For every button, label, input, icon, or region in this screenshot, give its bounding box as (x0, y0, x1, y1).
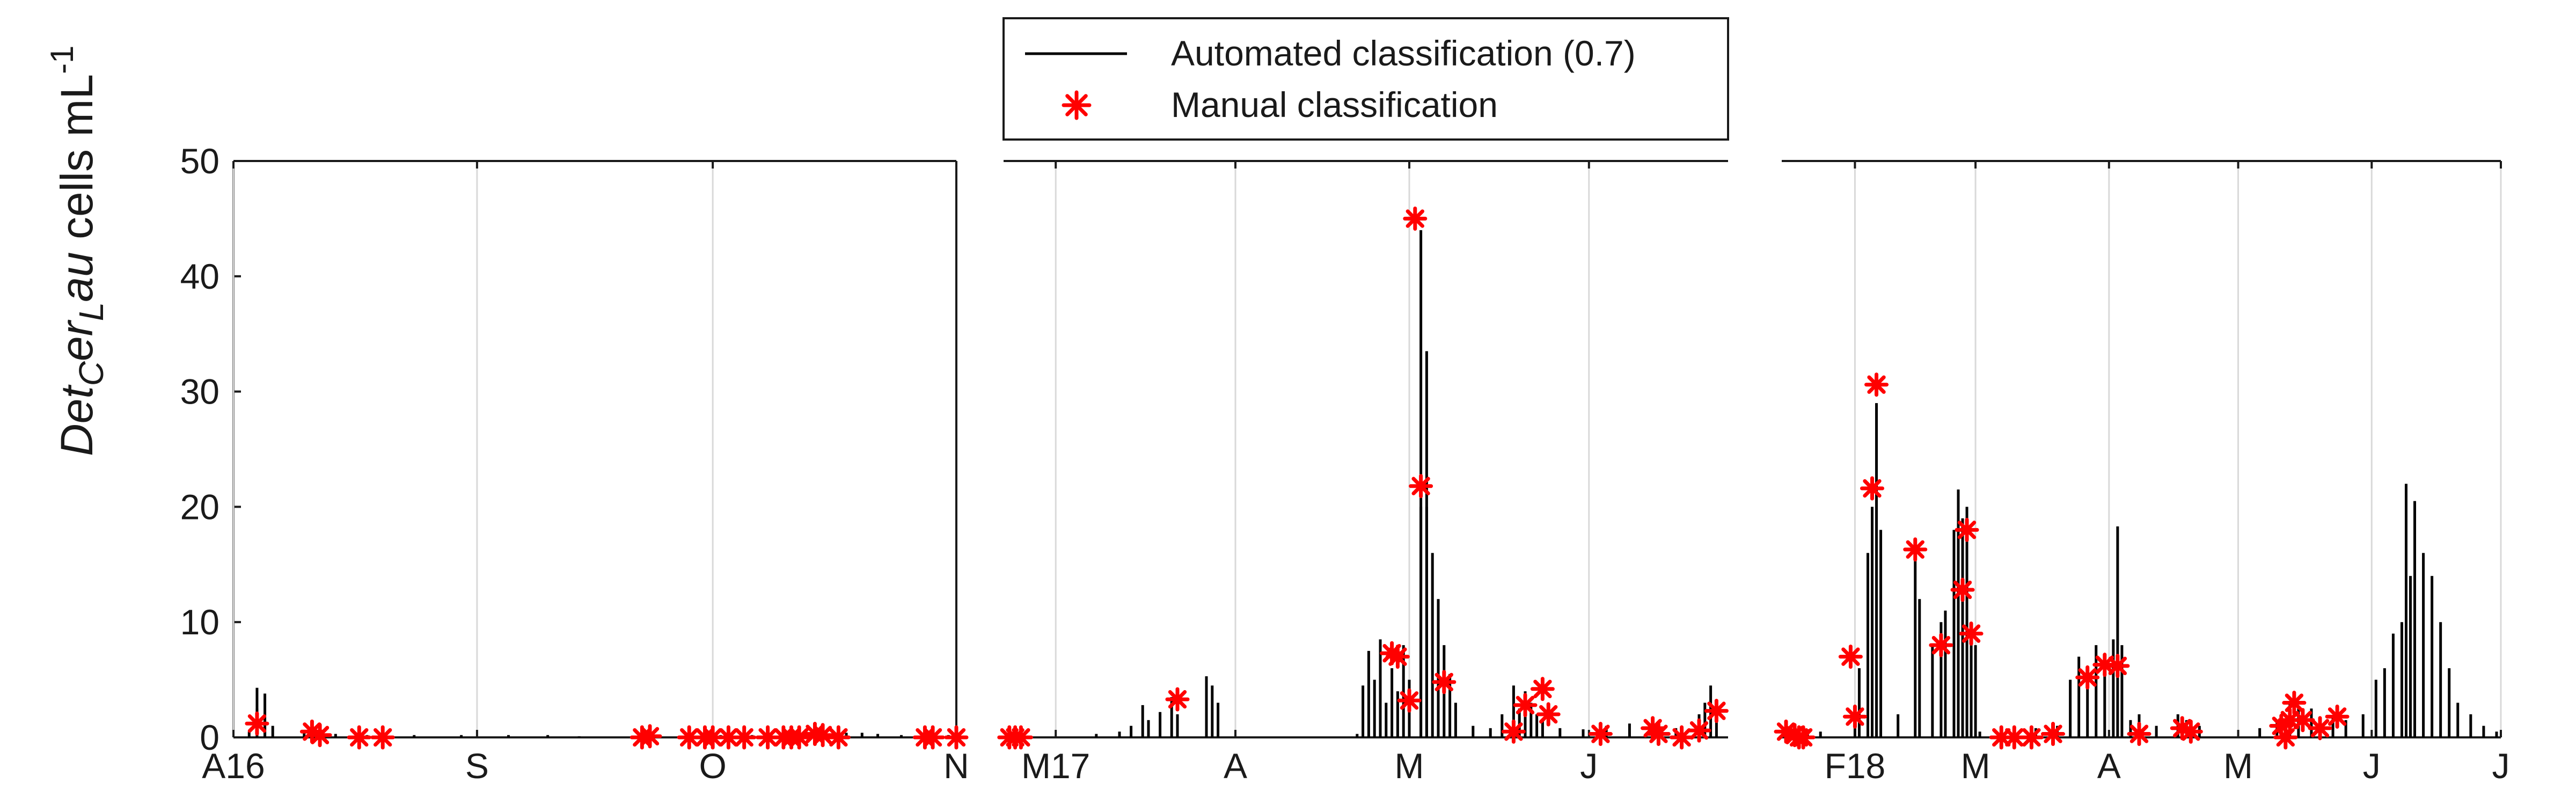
manual-point (2325, 704, 2350, 729)
legend-entry-manual: Manual classification (1171, 85, 1498, 125)
legend-star-swatch (1062, 90, 1092, 120)
y-tick-label: 0 (200, 718, 219, 757)
manual-point (2105, 654, 2130, 678)
legend-box (1002, 17, 1729, 141)
manual-point (1864, 372, 1889, 397)
x-tick-label: F18 (1825, 746, 1886, 786)
manual-point (1588, 722, 1613, 747)
y-axis: 0 10 20 30 40 50 (180, 141, 241, 757)
manual-point (2075, 665, 2100, 690)
manual-point (347, 725, 371, 750)
manual-point (2282, 691, 2307, 715)
manual-point (1432, 670, 1457, 694)
manual-point (1903, 537, 1928, 562)
manual-point (1165, 687, 1190, 712)
manual-point (638, 724, 662, 749)
manual-point (2308, 716, 2332, 741)
manual-point (2273, 725, 2298, 750)
manual-point (1385, 645, 1410, 669)
manual-point (810, 723, 835, 748)
manual-point (1929, 633, 1953, 657)
manual-point (2019, 725, 2044, 750)
manual-point (2127, 722, 2151, 747)
manual-point (1536, 702, 1561, 727)
manual-point (732, 725, 757, 750)
manual-point (1397, 688, 1422, 713)
manual-point (1950, 577, 1975, 602)
manual-point (787, 725, 811, 750)
y-axis-label: DetCerLau cells mL-1 (44, 46, 111, 456)
manual-point (1008, 725, 1033, 750)
y-tick-label: 50 (180, 141, 219, 181)
manual-point (2178, 719, 2203, 744)
manual-point (245, 711, 269, 736)
manual-point (2041, 722, 2066, 747)
manual-point (1959, 621, 1984, 646)
manual-point (1513, 693, 1538, 718)
legend-entry-automated: Automated classification (0.7) (1171, 33, 1636, 73)
manual-point (1704, 699, 1729, 723)
panel-2017: M17 A M J (997, 160, 1729, 786)
manual-point (2278, 708, 2302, 733)
legend-star-marker (1062, 90, 1092, 120)
y-tick-label: 30 (180, 372, 219, 412)
manual-point (1409, 474, 1433, 499)
x-tick-label: J (2492, 746, 2510, 786)
x-tick-label: M (2223, 746, 2253, 786)
x-tick-label: A (2097, 746, 2121, 786)
x-tick-label: A16 (202, 746, 265, 786)
manual-point (944, 725, 969, 750)
manual-point (1403, 206, 1428, 231)
manual-point (308, 723, 332, 748)
manual-point (1687, 718, 1711, 743)
legend: Automated classification (0.7) Manual cl… (1002, 17, 1729, 141)
manual-point (1530, 677, 1555, 701)
x-tick-label: J (1580, 746, 1598, 786)
manual-point (370, 725, 395, 750)
manual-point (677, 725, 701, 750)
y-tick-label: 20 (180, 487, 219, 526)
manual-point (920, 725, 945, 750)
manual-point (1501, 719, 1526, 744)
manual-point (1860, 476, 1885, 501)
x-tick-label: M (1395, 746, 1424, 786)
y-tick-label: 10 (180, 602, 219, 642)
x-tick-label: J (2363, 746, 2381, 786)
y-tick-label: 40 (180, 257, 219, 296)
manual-point (1955, 517, 1979, 542)
manual-point (2002, 725, 2026, 750)
x-tick-label: N (943, 746, 969, 786)
panel-2018: F18 M A M J J (1774, 160, 2510, 786)
x-tick-label: S (465, 746, 489, 786)
manual-point (1838, 645, 1863, 669)
manual-point (2290, 708, 2315, 733)
manual-point (1842, 704, 1867, 729)
panel-2016: A16 S O N (202, 160, 969, 786)
manual-point (826, 725, 851, 750)
x-tick-label: A (1224, 746, 1247, 786)
x-tick-label: O (699, 746, 726, 786)
x-tick-label: M (1961, 746, 1990, 786)
manual-point (1646, 722, 1671, 747)
manual-point (1670, 725, 1694, 750)
manual-point (1791, 725, 1816, 750)
x-tick-label: M17 (1021, 746, 1090, 786)
